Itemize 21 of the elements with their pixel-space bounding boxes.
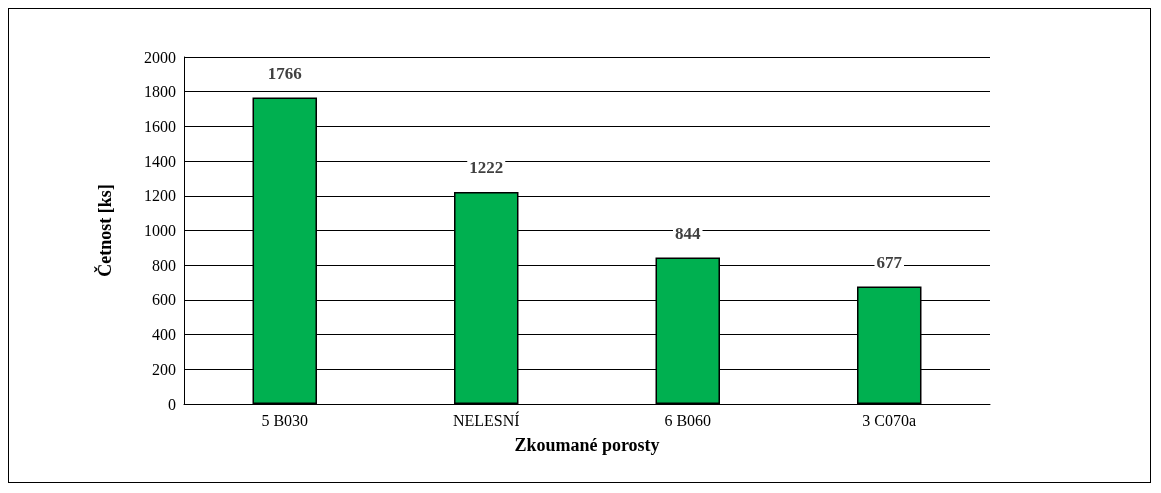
- y-axis-title: Četnost [ks]: [94, 184, 115, 277]
- x-tick-label: NELESNÍ: [452, 410, 520, 429]
- x-axis-title: Zkoumané porosty: [514, 435, 660, 455]
- y-tick-label: 600: [152, 291, 176, 309]
- x-tick-label: 5 B030: [261, 411, 309, 429]
- data-label: 844: [675, 223, 701, 243]
- y-tick-label: 0: [168, 395, 176, 413]
- data-label: 1766: [267, 63, 302, 83]
- y-tick-label: 1600: [144, 117, 176, 135]
- y-tick-label: 200: [152, 360, 176, 378]
- data-label: 677: [876, 252, 903, 272]
- x-tick-label: 6 B060: [664, 411, 712, 429]
- y-tick-label: 1000: [144, 222, 176, 239]
- y-tick-label: 1200: [144, 187, 176, 205]
- y-tick-label: 400: [152, 326, 176, 344]
- y-tick-label: 2000: [144, 48, 176, 66]
- y-tick-label: 800: [152, 256, 176, 274]
- y-tick-label: 1400: [144, 152, 176, 170]
- data-label: 1222: [469, 157, 504, 177]
- y-tick-label: 1800: [144, 83, 176, 101]
- x-tick-label: 3 C070a: [862, 411, 917, 429]
